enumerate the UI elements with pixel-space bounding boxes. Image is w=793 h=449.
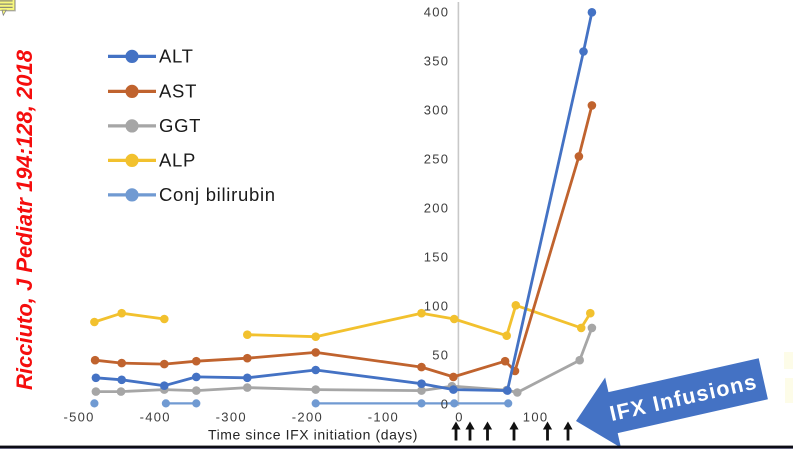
svg-text:100: 100 (424, 299, 450, 314)
svg-text:GGT: GGT (159, 115, 201, 136)
svg-text:ALT: ALT (159, 46, 194, 67)
svg-text:0: 0 (455, 410, 464, 425)
svg-text:300: 300 (424, 103, 450, 118)
svg-text:0: 0 (441, 397, 450, 412)
svg-text:350: 350 (424, 54, 450, 69)
svg-text:100: 100 (523, 410, 549, 425)
svg-text:Conj bilirubin: Conj bilirubin (159, 184, 276, 205)
svg-text:-100: -100 (368, 410, 399, 425)
svg-text:-300: -300 (216, 410, 247, 425)
svg-text:150: 150 (424, 250, 450, 265)
svg-text:-200: -200 (292, 410, 323, 425)
svg-text:250: 250 (424, 152, 450, 167)
svg-text:ALP: ALP (159, 150, 196, 171)
svg-text:-500: -500 (63, 410, 94, 425)
svg-text:50: 50 (432, 348, 449, 363)
svg-text:Time since IFX initiation (day: Time since IFX initiation (days) (208, 427, 418, 443)
svg-text:400: 400 (424, 5, 450, 20)
svg-text:AST: AST (159, 81, 197, 102)
svg-text:200: 200 (424, 201, 450, 216)
svg-text:-400: -400 (140, 410, 171, 425)
